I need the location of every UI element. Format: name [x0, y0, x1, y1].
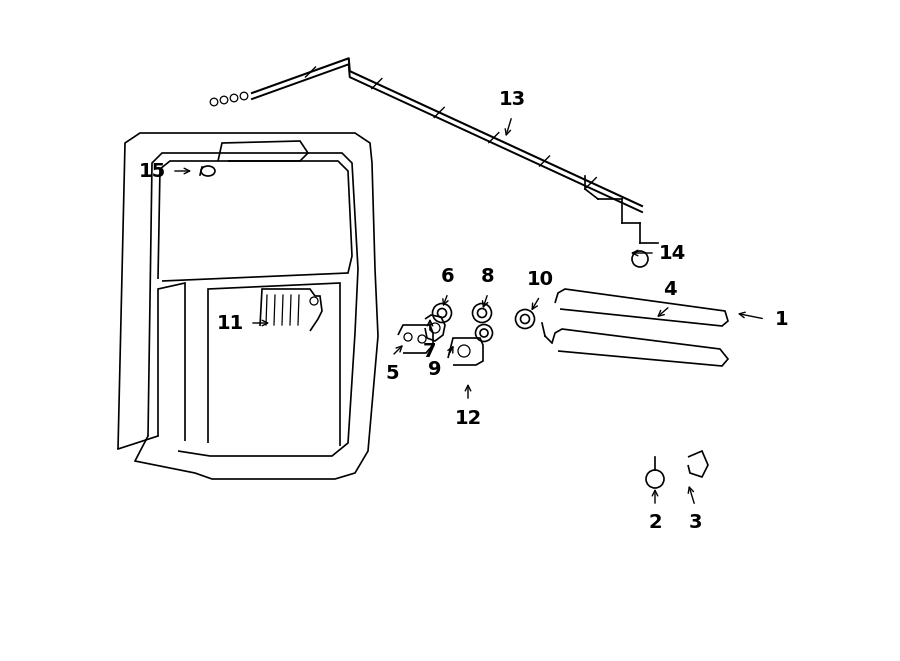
Text: 15: 15 [139, 161, 166, 180]
Text: 12: 12 [454, 410, 482, 428]
Text: 8: 8 [482, 266, 495, 286]
Text: 3: 3 [688, 514, 702, 533]
Text: 13: 13 [499, 89, 526, 108]
Text: 4: 4 [663, 280, 677, 299]
Text: 11: 11 [216, 313, 244, 332]
Text: 10: 10 [526, 270, 554, 288]
Text: 9: 9 [428, 360, 442, 379]
Text: 2: 2 [648, 514, 662, 533]
Text: 1: 1 [775, 309, 788, 329]
Text: 7: 7 [423, 342, 436, 360]
Text: 5: 5 [385, 364, 399, 383]
Text: 14: 14 [659, 243, 686, 262]
Text: 6: 6 [441, 266, 454, 286]
